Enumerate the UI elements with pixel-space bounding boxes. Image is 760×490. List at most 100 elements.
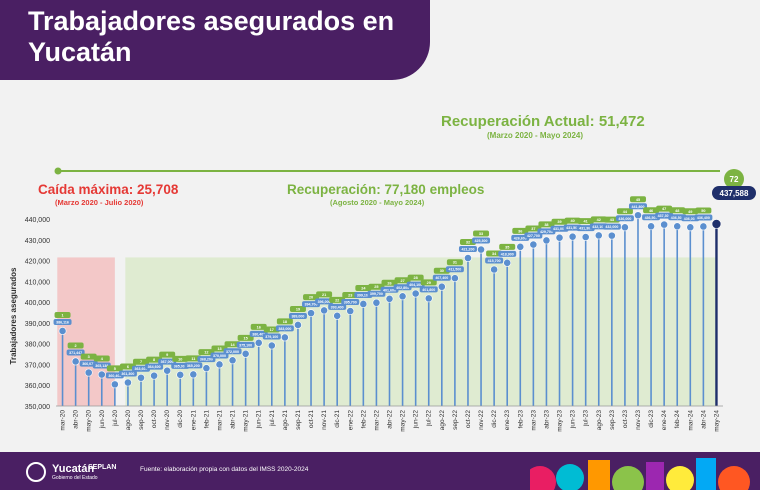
index-label: 32 <box>466 241 470 245</box>
data-label: 361,300 <box>121 372 134 376</box>
value-badge <box>315 298 334 305</box>
index-badge <box>198 349 215 356</box>
x-tick-label: nov-22 <box>478 410 485 430</box>
caida-period: (Marzo 2020 - Julio 2020) <box>55 198 144 207</box>
bar-point <box>228 356 237 365</box>
value-badge <box>341 299 360 306</box>
bar-point <box>267 341 276 350</box>
data-label: 365,200 <box>187 364 200 368</box>
index-label: 1 <box>61 313 63 317</box>
data-label: 436,500 <box>645 216 658 220</box>
index-badge <box>250 323 267 330</box>
index-label: 40 <box>570 219 574 223</box>
data-label: 395,700 <box>344 301 357 305</box>
bar-point <box>385 294 394 303</box>
x-tick-label: ago-21 <box>282 410 289 431</box>
x-tick-label: sep-20 <box>138 410 145 430</box>
data-label: 407,400 <box>435 276 448 280</box>
value-badge <box>66 349 85 356</box>
bar-point <box>647 222 655 231</box>
caida-shade <box>57 257 115 406</box>
x-tick-label: may-23 <box>557 410 564 432</box>
y-tick-label: 380,000 <box>25 342 50 349</box>
logo-sub: Gobierno del Estado <box>52 475 98 481</box>
last-index-label: 72 <box>730 175 739 184</box>
value-badge <box>498 250 517 257</box>
x-tick-label: dic-22 <box>491 410 498 428</box>
x-tick-label: feb-24 <box>674 410 681 429</box>
index-badge <box>67 342 84 349</box>
bar-point <box>346 307 355 315</box>
bar-point <box>359 300 368 308</box>
index-label: 30 <box>440 269 444 273</box>
value-badge <box>419 286 438 293</box>
index-badge <box>329 296 346 303</box>
data-label: 371,447 <box>69 351 82 355</box>
data-label: 441,800 <box>631 205 644 209</box>
data-label: 363,600 <box>135 367 148 371</box>
index-badge <box>629 196 646 203</box>
value-badge <box>197 356 216 363</box>
x-tick-label: oct-20 <box>151 410 158 428</box>
index-badge <box>394 277 411 284</box>
index-badge <box>407 274 424 281</box>
index-label: 33 <box>479 232 483 236</box>
index-label: 50 <box>701 209 705 213</box>
index-label: 45 <box>636 198 640 202</box>
y-tick-label: 410,000 <box>25 279 50 286</box>
index-label: 4 <box>101 357 104 361</box>
bar-point <box>673 222 682 231</box>
index-label: 31 <box>453 261 457 265</box>
index-badge <box>93 355 110 362</box>
y-axis-label: Trabajadores asegurados <box>9 267 18 364</box>
data-label: 366,071 <box>82 362 95 366</box>
index-label: 9 <box>166 353 168 357</box>
bar-point <box>372 298 381 307</box>
recuperacion-period: (Agosto 2020 - Mayo 2024) <box>330 198 425 207</box>
value-badge <box>458 246 477 253</box>
index-badge <box>564 217 581 224</box>
x-tick-label: may-20 <box>86 410 93 432</box>
x-tick-label: may-24 <box>713 410 720 432</box>
decorative-pattern <box>530 458 750 490</box>
x-tick-label: nov-21 <box>321 410 328 430</box>
x-tick-label: abr-24 <box>700 410 707 429</box>
last-index-badge <box>724 169 744 189</box>
value-badge <box>92 362 111 369</box>
x-tick-label: sep-22 <box>452 410 459 430</box>
bar-point <box>215 360 224 369</box>
bar-point <box>202 364 211 373</box>
y-tick-label: 360,000 <box>25 383 50 390</box>
bar-point <box>490 265 499 274</box>
index-label: 10 <box>178 357 182 361</box>
x-tick-label: mar-20 <box>60 410 67 431</box>
x-tick-label: feb-23 <box>517 410 524 429</box>
index-badge <box>146 356 163 363</box>
data-label: 431,300 <box>579 227 592 231</box>
data-label: 364,600 <box>148 365 161 369</box>
value-badge <box>158 358 177 365</box>
bar-point <box>84 368 93 377</box>
bar-point <box>686 223 695 232</box>
index-label: 25 <box>374 285 378 289</box>
bar-point <box>711 219 722 229</box>
index-label: 41 <box>584 220 588 224</box>
x-tick-label: dic-20 <box>177 410 184 428</box>
value-badge <box>524 232 543 239</box>
x-tick-label: oct-21 <box>308 410 315 428</box>
x-tick-label: jul-20 <box>112 410 119 427</box>
index-label: 20 <box>309 296 313 300</box>
x-tick-label: ago-22 <box>439 410 446 431</box>
x-tick-label: jul-21 <box>269 410 276 427</box>
index-badge <box>590 216 607 223</box>
data-label: 425,300 <box>475 239 488 243</box>
footer: Yucatán Gobierno del Estado SEPLAN Fuent… <box>0 452 760 490</box>
bar-point <box>294 321 302 329</box>
bar-point <box>398 292 407 301</box>
y-tick-label: 430,000 <box>25 238 50 245</box>
y-tick-label: 420,000 <box>25 259 50 266</box>
data-label: 429,700 <box>540 230 553 234</box>
x-tick-label: may-21 <box>243 410 250 432</box>
data-label: 401,600 <box>383 288 396 292</box>
x-tick-label: jul-22 <box>426 410 433 427</box>
